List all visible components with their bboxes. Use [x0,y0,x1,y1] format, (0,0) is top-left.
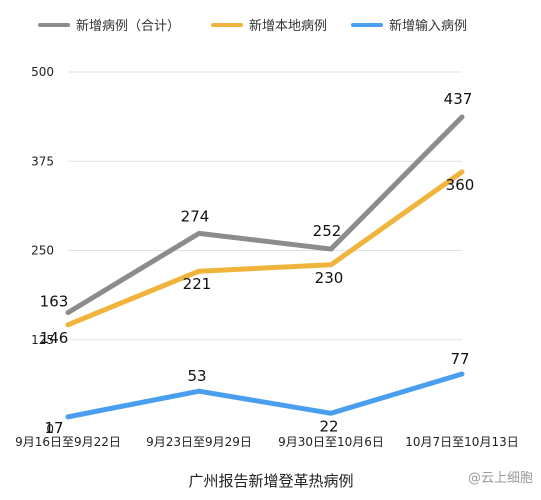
x-axis-label: 广州报告新增登革热病例 [188,472,353,490]
x-axis-ticks: 9月16日至9月22日 9月23日至9月29日 9月30日至10月6日 10月7日至1… [15,435,519,449]
series-lines [65,114,465,420]
legend: 新增病例（合计） 新增本地病例 新增输入病例 [38,18,467,34]
series-line-1 [65,169,465,328]
x-tick-label: 9月16日至9月22日 [15,435,121,449]
data-label: 274 [181,207,210,225]
y-tick-label: 375 [31,154,54,168]
data-label: 437 [444,90,473,108]
data-labels: 163 274 252 437 146 221 230 360 17 53 22 77 [40,90,475,437]
x-tick-label: 10月7日至10月13日 [405,435,518,449]
watermark: @云上细胞 [467,471,533,486]
series-line-2 [65,371,465,420]
y-tick-label: 0 [46,422,54,436]
data-label: 146 [40,329,69,347]
data-label: 221 [183,275,212,293]
series-line-0 [65,114,465,316]
data-label: 77 [450,350,469,368]
data-label: 360 [446,176,475,194]
data-label: 252 [313,222,342,240]
y-tick-label: 500 [31,65,54,79]
data-label: 230 [315,269,344,287]
legend-label: 新增本地病例 [249,18,327,34]
legend-label: 新增输入病例 [389,18,467,34]
data-label: 163 [40,293,69,311]
data-label: 22 [319,417,338,435]
x-tick-label: 9月23日至9月29日 [146,435,252,449]
gridlines [68,71,462,341]
data-label: 53 [187,367,206,385]
data-label: 17 [44,419,63,437]
y-axis-ticks: 0 125 250 375 500 [31,65,54,436]
y-tick-label: 250 [31,244,54,258]
y-tick-label: 125 [31,333,54,347]
legend-label: 新增病例（合计） [76,18,180,34]
x-tick-label: 9月30日至10月6日 [278,435,384,449]
